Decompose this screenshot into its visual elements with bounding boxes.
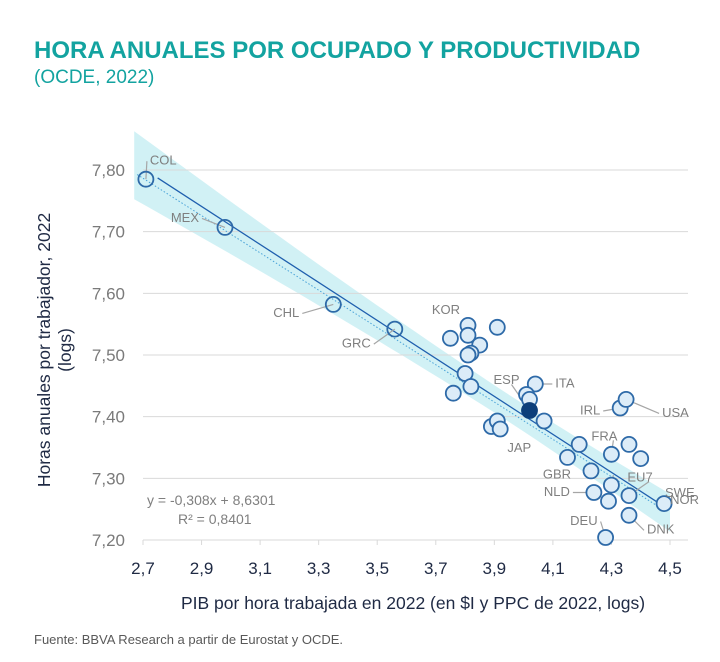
x-tick-label: 2,9: [190, 559, 214, 578]
fit-dotted-line: [136, 174, 665, 511]
y-tick-label: 7,50: [92, 346, 125, 365]
point-label-chl: CHL: [273, 305, 299, 320]
data-point-chl: [324, 295, 342, 313]
regression-line: [157, 177, 665, 508]
y-axis-title-line2: (logs): [55, 328, 75, 372]
point-label-mex: MEX: [171, 210, 200, 225]
data-point: [559, 448, 576, 466]
y-tick-label: 7,60: [92, 284, 125, 303]
leader-line-chl: [302, 303, 334, 314]
x-tick-label: 4,5: [658, 559, 682, 578]
point-label-dnk: DNK: [647, 522, 675, 537]
point-label-gbr: GBR: [543, 466, 571, 481]
data-point-ita: [526, 375, 544, 393]
chart-subtitle: (OCDE, 2022): [34, 67, 155, 88]
data-point: [535, 412, 553, 430]
data-points: [137, 170, 673, 546]
leader-line-mex: [201, 217, 226, 228]
data-point: [632, 450, 650, 468]
point-label-fra: FRA: [591, 429, 617, 444]
x-tick-label: 4,3: [600, 559, 624, 578]
data-point-dnk: [620, 506, 638, 524]
data-point-deu: [597, 529, 614, 546]
data-point-fra: [603, 445, 620, 463]
x-tick-labels: 2,7 2,9 3,1 3,3 3,5 3,7 3,9 4,1 4,3 4,5: [131, 559, 682, 578]
x-tick-label: 3,9: [483, 559, 507, 578]
leader-line-grc: [373, 328, 396, 345]
chart-title: HORA ANUALES POR OCUPADO Y PRODUCTIVIDAD: [34, 37, 641, 64]
data-point-usa: [617, 390, 635, 408]
data-point: [462, 378, 480, 395]
data-point: [491, 420, 509, 438]
data-point-nor: [655, 495, 673, 513]
leader-line-col: [145, 161, 148, 180]
data-point: [620, 435, 638, 453]
point-label-deu: DEU: [570, 513, 597, 528]
y-tick-label: 7,70: [92, 223, 125, 242]
data-point: [441, 329, 459, 347]
x-tick-label: 3,5: [365, 559, 389, 578]
data-point: [444, 384, 462, 402]
data-point-swe: [620, 487, 638, 505]
data-point: [570, 435, 588, 453]
data-point-nld: [585, 484, 603, 501]
y-axis-title-line1: Horas anuales por trabajador, 2022: [34, 213, 54, 487]
data-point: [488, 318, 506, 336]
x-tick-label: 4,1: [541, 559, 565, 578]
x-tick-label: 3,3: [307, 559, 331, 578]
point-label-jap: JAP: [507, 440, 531, 455]
point-label-swe: SWE: [665, 485, 695, 500]
point-label-usa: USA: [662, 405, 689, 420]
data-point: [459, 346, 477, 364]
point-label-col: COL: [150, 153, 177, 168]
y-tick-label: 7,30: [92, 469, 125, 488]
data-point-mex: [216, 218, 234, 236]
x-tick-label: 3,7: [424, 559, 448, 578]
point-label-kor: KOR: [432, 302, 460, 317]
r-squared: R² = 0,8401: [178, 511, 252, 527]
y-tick-labels: 7,20 7,30 7,40 7,50 7,60 7,70 7,80: [92, 161, 125, 550]
regression-equation: y = -0,308x + 8,6301: [147, 492, 276, 508]
point-label-ita: ITA: [555, 375, 575, 390]
y-tick-label: 7,40: [92, 408, 125, 427]
point-label-esp: ESP: [493, 372, 519, 387]
source-note: Fuente: BBVA Research a partir de Eurost…: [34, 632, 344, 647]
data-point-eu7: [603, 476, 620, 494]
point-label-eu7: EU7: [627, 470, 652, 485]
y-tick-label: 7,80: [92, 161, 125, 180]
y-tick-label: 7,20: [92, 531, 125, 550]
point-labels: COL MEX CHL GRC KOR ITA JAP IRL USA FRA GBR EU7 NLD S…: [150, 153, 699, 537]
point-label-grc: GRC: [342, 336, 371, 351]
point-label-nor: NOR: [670, 492, 699, 507]
gridlines: [142, 169, 688, 545]
x-axis-title: PIB por hora trabajada en 2022 (en $I y …: [181, 593, 645, 613]
data-point-col: [137, 170, 155, 188]
data-point-esp: [521, 402, 538, 419]
data-point: [600, 492, 617, 510]
x-tick-label: 3,1: [248, 559, 272, 578]
data-point: [459, 326, 477, 344]
x-tick-label: 2,7: [131, 559, 155, 578]
data-point-grc: [386, 320, 404, 338]
point-label-irl: IRL: [580, 402, 600, 417]
data-point-gbr: [582, 462, 600, 480]
point-label-nld: NLD: [544, 484, 570, 499]
